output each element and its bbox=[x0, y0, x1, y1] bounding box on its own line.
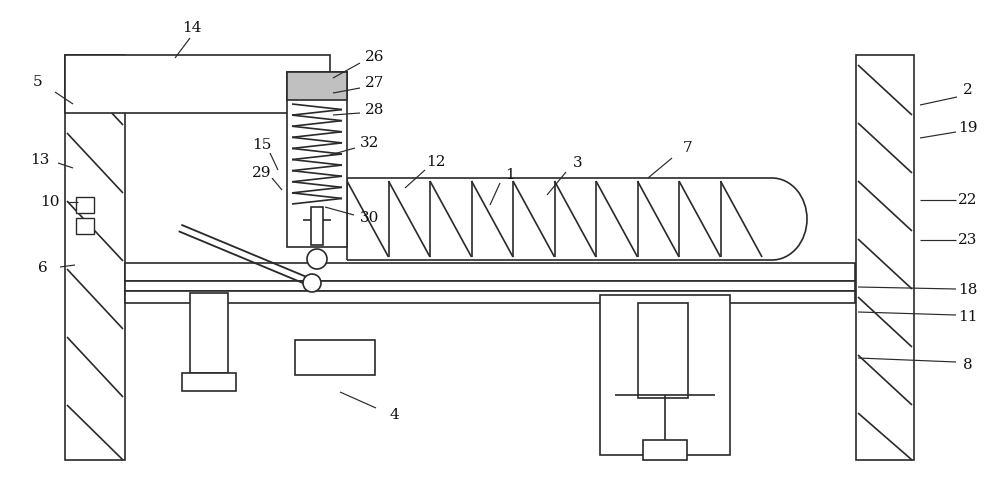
Text: 27: 27 bbox=[365, 76, 385, 90]
Bar bbox=[190, 293, 228, 373]
Text: 12: 12 bbox=[426, 155, 446, 169]
Bar bbox=[600, 295, 730, 455]
Circle shape bbox=[307, 249, 327, 269]
Text: 10: 10 bbox=[40, 195, 60, 209]
Text: 19: 19 bbox=[958, 121, 978, 135]
Text: 13: 13 bbox=[30, 153, 50, 167]
Bar bbox=[856, 55, 914, 460]
Text: 29: 29 bbox=[252, 166, 272, 180]
Bar bbox=[65, 55, 330, 113]
Text: 1: 1 bbox=[505, 168, 515, 182]
Bar bbox=[295, 340, 375, 375]
Text: 5: 5 bbox=[33, 75, 43, 89]
Bar bbox=[287, 72, 347, 100]
Bar bbox=[65, 55, 125, 460]
Text: 4: 4 bbox=[389, 408, 399, 422]
Bar bbox=[643, 440, 687, 460]
Bar bbox=[125, 263, 855, 281]
Bar bbox=[125, 291, 855, 303]
Text: 2: 2 bbox=[963, 83, 973, 97]
Bar bbox=[287, 72, 347, 247]
Bar bbox=[76, 218, 94, 234]
Text: 7: 7 bbox=[683, 141, 693, 155]
Bar bbox=[311, 207, 323, 245]
Text: 6: 6 bbox=[38, 261, 48, 275]
Text: 30: 30 bbox=[360, 211, 380, 225]
Text: 14: 14 bbox=[182, 21, 202, 35]
Text: 8: 8 bbox=[963, 358, 973, 372]
Text: 18: 18 bbox=[958, 283, 978, 297]
Bar bbox=[638, 303, 688, 398]
Bar bbox=[125, 281, 855, 291]
Text: 11: 11 bbox=[958, 310, 978, 324]
Bar bbox=[182, 373, 236, 391]
Text: 15: 15 bbox=[252, 138, 272, 152]
Bar bbox=[76, 197, 94, 213]
Text: 28: 28 bbox=[365, 103, 385, 117]
Circle shape bbox=[303, 274, 321, 292]
Text: 23: 23 bbox=[958, 233, 978, 247]
Text: 26: 26 bbox=[365, 50, 385, 64]
Text: 3: 3 bbox=[573, 156, 583, 170]
Text: 22: 22 bbox=[958, 193, 978, 207]
Text: 32: 32 bbox=[360, 136, 380, 150]
